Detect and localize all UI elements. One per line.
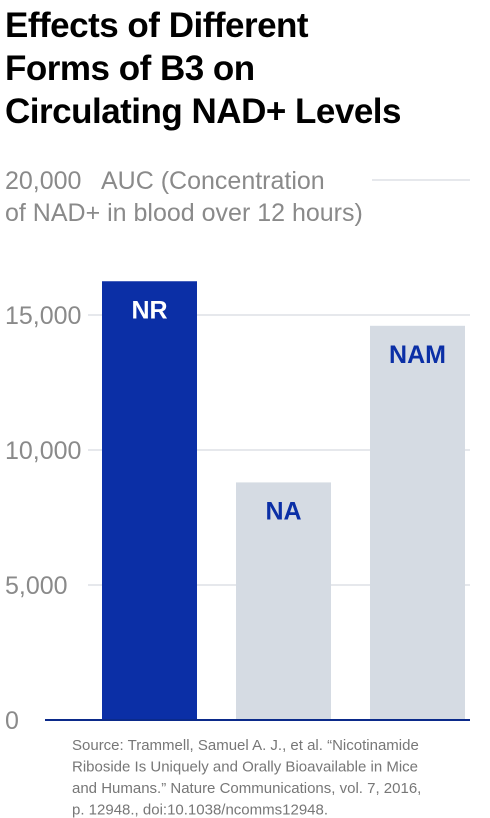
bar-label: NR [131,296,167,324]
source-note: Source: Trammell, Samuel A. J., et al. “… [72,737,419,754]
bar [236,482,331,719]
bar [102,281,197,719]
y-tick-label: 20,000 [5,167,81,195]
y-axis-label: of NAD+ in blood over 12 hours) [5,199,363,227]
source-note: p. 12948., doi:10.1038/ncomms12948. [72,802,328,818]
chart-title: Forms of B3 on [5,49,255,88]
chart-title: Circulating NAD+ Levels [5,92,401,131]
source-note: Riboside Is Uniquely and Orally Bioavail… [72,759,418,776]
y-tick-label: 15,000 [5,302,81,330]
bar-label: NAM [389,341,446,369]
bar-label: NA [265,497,301,525]
bar [370,325,465,719]
y-axis-label: AUC (Concentration [101,167,325,195]
y-tick-label: 10,000 [5,437,81,465]
chart-title: Effects of Different [5,6,309,45]
y-tick-label: 0 [5,707,19,735]
y-tick-label: 5,000 [5,572,68,600]
source-note: and Humans.” Nature Communications, vol.… [72,780,421,797]
